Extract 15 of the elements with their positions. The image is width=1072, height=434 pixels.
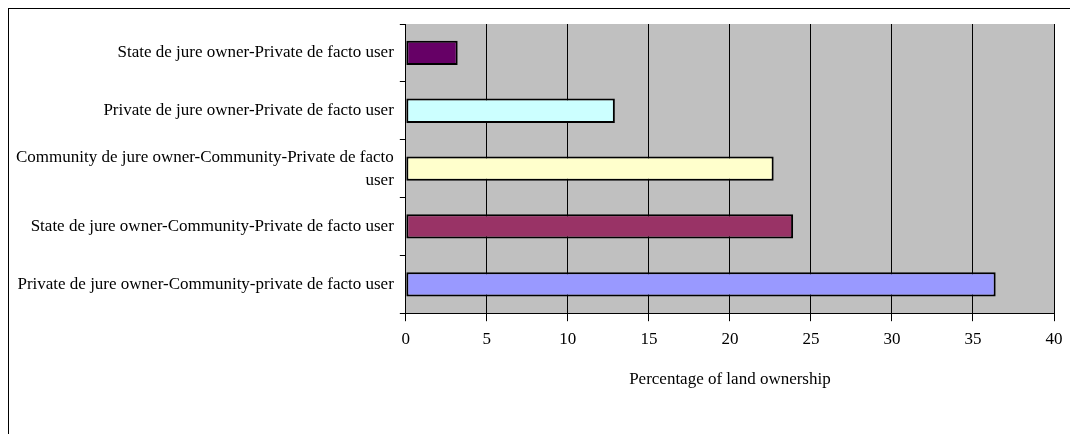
x-tick-label: 0	[401, 328, 411, 348]
x-tick-label: 15	[640, 328, 658, 348]
y-tick-label: State de jure owner-Private de facto user	[117, 42, 395, 62]
x-axis-title: Percentage of land ownership	[629, 369, 831, 389]
x-tick-label: 35	[964, 328, 982, 348]
x-tick-label: 20	[721, 328, 739, 348]
y-tick-label: Private de jure owner-Private de facto user	[103, 100, 395, 120]
x-tick-label: 25	[802, 328, 820, 348]
y-tick-label: Private de jure owner-Community-private de facto user	[17, 273, 395, 293]
x-tick-label: 30	[883, 328, 901, 348]
x-tick-label: 5	[482, 328, 492, 348]
x-tick-label: 40	[1045, 328, 1063, 348]
y-tick-label: Community de jure owner-Community-Private de facto user	[16, 146, 395, 189]
y-tick-label: State de jure owner-Community-Private de facto user	[30, 215, 395, 235]
x-tick-label: 10	[559, 328, 577, 348]
